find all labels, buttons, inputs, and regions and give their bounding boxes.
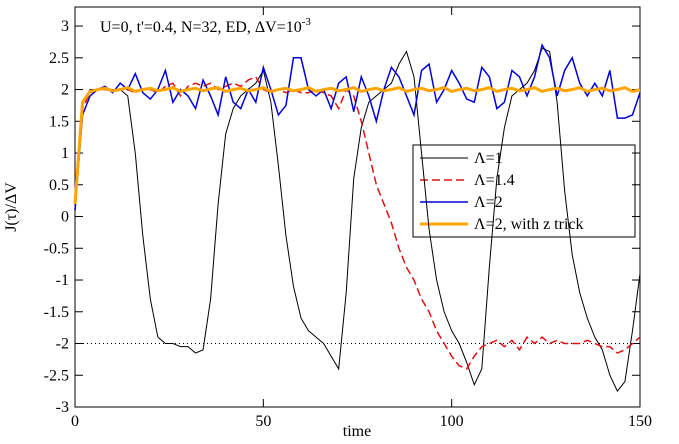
y-tick-label: 0.5 — [49, 177, 69, 194]
legend-box — [412, 144, 636, 238]
y-tick-label: 1 — [61, 145, 69, 162]
legend-label: Λ=1.4 — [474, 172, 515, 189]
x-tick-label: 100 — [440, 413, 464, 430]
annotation-superscript: -3 — [302, 16, 312, 28]
y-tick-label: -2.5 — [44, 367, 69, 384]
legend-label: Λ=2, with z trick — [474, 216, 584, 233]
y-tick-label: -0.5 — [44, 240, 69, 257]
x-tick-label: 50 — [255, 413, 271, 430]
x-axis-title: time — [343, 423, 371, 440]
y-tick-label: 2.5 — [49, 50, 69, 67]
y-axis-title: J(τ)/ΔV — [3, 182, 20, 232]
series-line — [74, 75, 641, 370]
y-tick-label: 3 — [61, 18, 69, 35]
y-tick-label: 1.5 — [49, 113, 69, 130]
x-tick-label: 0 — [71, 413, 79, 430]
annotation: U=0, t'=0.4, N=32, ED, ΔV=10-3 — [100, 16, 311, 36]
y-tick-label: -1.5 — [44, 304, 69, 321]
legend-label: Λ=1 — [474, 150, 503, 167]
series-line — [74, 43, 641, 211]
x-tick-label: 150 — [628, 413, 652, 430]
y-tick-label: -3 — [56, 399, 69, 416]
y-tick-label: -2 — [56, 336, 69, 353]
y-tick-label: -1 — [56, 272, 69, 289]
annotation-text: U=0, t'=0.4, N=32, ED, ΔV=10 — [100, 19, 302, 36]
series-line — [73, 86, 641, 204]
y-tick-label: 2 — [61, 82, 69, 99]
legend: Λ=1 Λ=1.4 Λ=2 Λ=2, with z trick — [412, 144, 636, 238]
legend-label: Λ=2 — [474, 194, 503, 211]
series-line — [74, 47, 641, 393]
y-tick-label: 0 — [61, 209, 69, 226]
